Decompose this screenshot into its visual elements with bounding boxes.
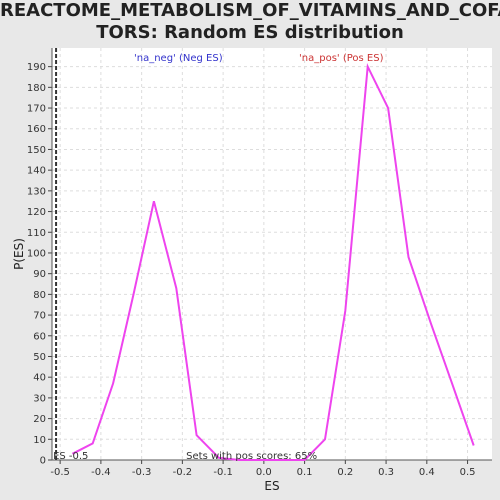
x-tick-label: -0.1 xyxy=(213,467,233,478)
y-axis-label: P(ES) xyxy=(12,238,26,270)
y-tick-label: 150 xyxy=(27,145,46,156)
legend-neg-label: 'na_neg' (Neg ES) xyxy=(134,53,223,64)
y-tick-label: 10 xyxy=(33,435,46,446)
x-tick-label: 0.3 xyxy=(378,467,394,478)
x-tick-label: 0.5 xyxy=(460,467,476,478)
y-tick-label: 170 xyxy=(27,104,46,115)
x-tick-label: 0.4 xyxy=(419,467,435,478)
x-tick-label: -0.2 xyxy=(173,467,193,478)
plot-area xyxy=(52,48,492,460)
x-tick-label: -0.3 xyxy=(132,467,152,478)
tick-labels: -0.5 -0.4 -0.3 -0.2 -0.1 0.0 0.1 0.2 0.3 0.4 0.5 0 1… xyxy=(27,62,476,478)
y-tick-label: 60 xyxy=(33,331,46,342)
series-line xyxy=(71,62,475,461)
y-tick-label: 110 xyxy=(27,228,46,239)
x-tick-label: -0.4 xyxy=(91,467,111,478)
x-tick-label: -0.5 xyxy=(50,467,70,478)
y-tick-label: 50 xyxy=(33,352,46,363)
pos-scores-label: Sets with pos scores: 65% xyxy=(186,451,317,462)
y-tick-label: 190 xyxy=(27,62,46,73)
y-tick-label: 100 xyxy=(27,248,46,259)
y-tick-label: 160 xyxy=(27,124,46,135)
chart-title-line-1: REACTOME_METABOLISM_OF_VITAMINS_AND_COFA… xyxy=(0,0,500,21)
y-tick-label: 140 xyxy=(27,166,46,177)
es-marker-label: ES -0.5 xyxy=(53,451,88,462)
chart-title-line-2: TORS: Random ES distribution xyxy=(96,22,404,43)
x-tick-label: 0.1 xyxy=(297,467,313,478)
y-tick-label: 180 xyxy=(27,83,46,94)
y-tick-label: 40 xyxy=(33,373,46,384)
chart-title: REACTOME_METABOLISM_OF_VITAMINS_AND_COFA… xyxy=(0,0,500,44)
y-tick-label: 20 xyxy=(33,414,46,425)
y-tick-label: 70 xyxy=(33,311,46,322)
y-tick-label: 30 xyxy=(33,393,46,404)
y-tick-label: 90 xyxy=(33,269,46,280)
y-tick-label: 80 xyxy=(33,290,46,301)
x-axis-label: ES xyxy=(264,479,279,493)
y-tick-label: 120 xyxy=(27,207,46,218)
x-tick-label: 0.2 xyxy=(337,467,353,478)
x-tick-label: 0.0 xyxy=(256,467,272,478)
y-tick-label: 0 xyxy=(40,456,46,467)
legend-pos-label: 'na_pos' (Pos ES) xyxy=(299,53,384,64)
y-tick-label: 130 xyxy=(27,186,46,197)
